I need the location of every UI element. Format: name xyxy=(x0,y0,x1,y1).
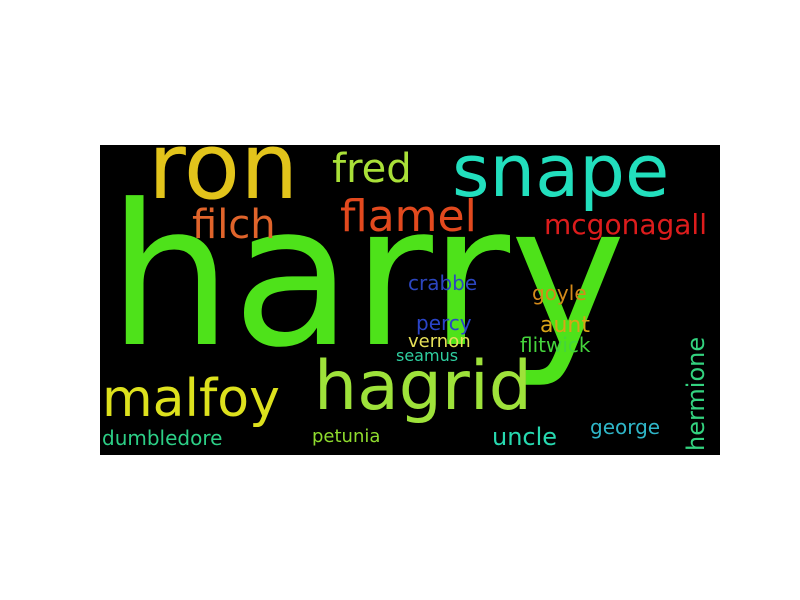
word-aunt: aunt xyxy=(540,313,590,338)
word-mcgonagall: mcgonagall xyxy=(544,208,707,241)
word-malfoy: malfoy xyxy=(102,369,280,429)
word-vernon: vernon xyxy=(408,331,471,352)
word-crabbe: crabbe xyxy=(408,271,478,295)
word-goyle: goyle xyxy=(532,281,587,305)
word-percy: percy xyxy=(416,311,472,335)
word-dumbledore: dumbledore xyxy=(102,426,223,450)
word-hermione: hermione xyxy=(682,336,710,451)
word-harry: harry xyxy=(108,163,627,391)
word-fred: fred xyxy=(332,146,412,192)
word-uncle: uncle xyxy=(492,423,558,451)
word-petunia: petunia xyxy=(312,426,381,447)
word-cloud: harry ron snape fred flamel filch mcgona… xyxy=(100,145,720,455)
word-snape: snape xyxy=(452,145,670,213)
word-ron: ron xyxy=(148,145,299,220)
word-seamus: seamus xyxy=(396,346,459,365)
word-filch: filch xyxy=(192,202,276,248)
word-flitwick: flitwick xyxy=(520,333,591,357)
word-george: george xyxy=(590,415,661,439)
word-hagrid: hagrid xyxy=(314,347,532,426)
word-flamel: flamel xyxy=(340,191,477,242)
